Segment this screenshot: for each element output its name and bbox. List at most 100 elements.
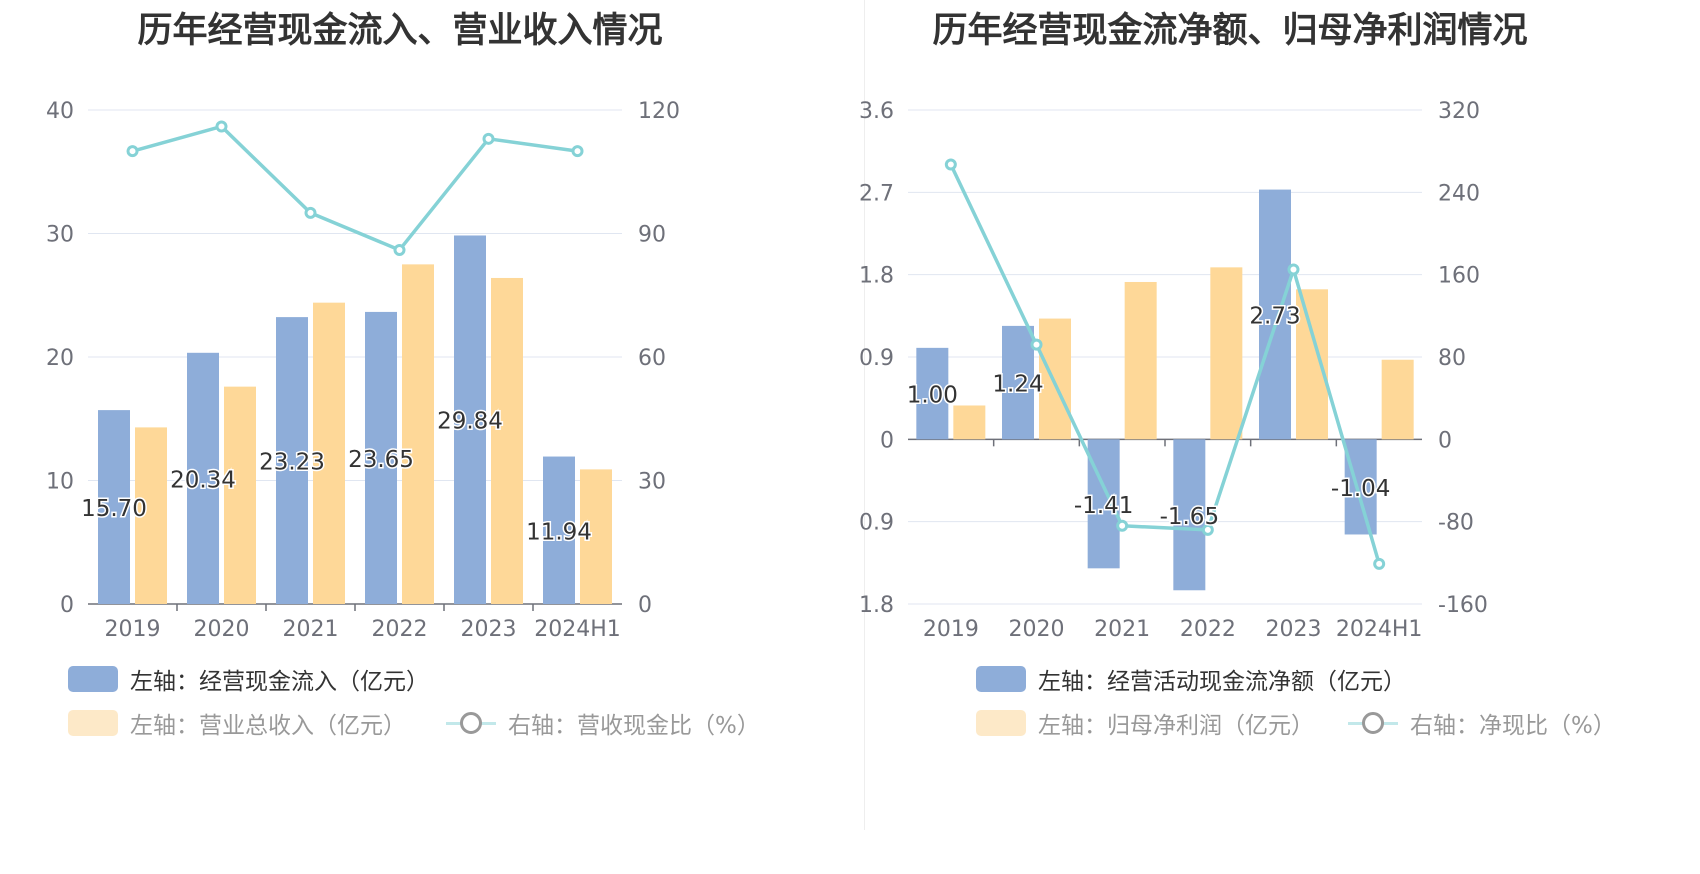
bar-data-label: 20.34 <box>170 467 236 493</box>
y-right-tick-label: 320 <box>1438 99 1480 124</box>
chart-panel-left: 历年经营现金流入、营业收入情况 0 10 20 30 40 0 30 60 90 120 2019 2… <box>46 11 848 762</box>
chart-right-legend: 左轴：经营活动现金流净额（亿元） 左轴：归母净利润（亿元） 右轴：净现比（%） <box>976 662 1696 762</box>
y-right-tick-label: 30 <box>638 470 666 495</box>
chart-right-canvas: -1.8 -0.9 0 0.9 1.8 2.7 3.6 -160 -80 0 80 160 240 320… <box>860 99 1488 642</box>
y-left-tick-label: 1.8 <box>860 264 894 289</box>
y-right-tick-label: 120 <box>638 99 680 124</box>
y-right-tick-label: -160 <box>1438 593 1488 618</box>
bar-series1 <box>916 347 949 440</box>
line-point <box>1201 523 1214 536</box>
bar-series2 <box>313 302 345 604</box>
line-point <box>304 206 317 219</box>
bar-series2 <box>953 405 986 440</box>
bar-series2 <box>491 277 523 604</box>
bar-series1 <box>1259 189 1291 440</box>
y-right-tick-label: 0 <box>1438 428 1452 453</box>
bar-series2 <box>1124 281 1157 440</box>
legend-label: 左轴：归母净利润（亿元） <box>1038 713 1314 739</box>
bar-data-label: -1.04 <box>1331 476 1391 502</box>
legend-swatch-bar-icon <box>68 666 118 692</box>
x-tick-label: 2019 <box>105 617 161 642</box>
line-point <box>215 120 228 133</box>
y-left-tick-label: 0 <box>880 428 894 453</box>
bar-series2 <box>135 427 167 604</box>
line-point <box>571 145 584 158</box>
legend-label: 左轴：营业总收入（亿元） <box>130 713 406 739</box>
x-tick-label: 2019 <box>923 617 979 642</box>
line-series <box>949 163 1381 565</box>
x-tick-label: 2023 <box>1266 617 1322 642</box>
legend-label: 右轴：营收现金比（%） <box>508 713 760 739</box>
x-tick-label: 2022 <box>1180 617 1236 642</box>
chart-title-left: 历年经营现金流入、营业收入情况 <box>137 11 663 51</box>
legend-item-revenue-cash-ratio[interactable]: 右轴：营收现金比（%） <box>446 706 760 740</box>
legend-item-net-cash-ratio[interactable]: 右轴：净现比（%） <box>1348 706 1616 740</box>
legend-item-total-revenue[interactable]: 左轴：营业总收入（亿元） <box>68 706 406 740</box>
y-right-tick-label: -80 <box>1438 511 1474 536</box>
x-tick-label: 2024H1 <box>534 617 621 642</box>
x-tick-label: 2020 <box>194 617 250 642</box>
y-right-tick-label: 240 <box>1438 181 1480 206</box>
bar-series2 <box>224 386 256 604</box>
bar-data-label: 1.24 <box>992 372 1043 398</box>
bar-data-label: 2.73 <box>1249 303 1300 329</box>
chart-title-right: 历年经营现金流净额、归母净利润情况 <box>932 11 1528 51</box>
legend-item-operating-cash-inflow[interactable]: 左轴：经营现金流入（亿元） <box>68 662 429 696</box>
x-tick-label: 2023 <box>461 617 517 642</box>
chart-left-canvas: 0 10 20 30 40 0 30 60 90 120 2019 2020 2021 2022 2023 2… <box>46 99 680 642</box>
bar-series2 <box>1210 267 1243 440</box>
chart-panel-right: 历年经营现金流净额、归母净利润情况 -1.8 -0.9 0 0.9 1.8 2.7 3.6 -… <box>860 0 1700 874</box>
y-left-tick-label: -0.9 <box>860 511 894 536</box>
y-left-tick-label: 20 <box>46 346 74 371</box>
legend-line-circle-icon <box>1348 710 1398 736</box>
legend-item-net-profit[interactable]: 左轴：归母净利润（亿元） <box>976 706 1314 740</box>
legend-line-circle-icon <box>446 710 496 736</box>
line-point <box>944 158 957 171</box>
chart-left-legend: 左轴：经营现金流入（亿元） 左轴：营业总收入（亿元） 右轴：营收现金比（%） <box>68 662 848 762</box>
bar-data-label: 15.70 <box>81 496 147 522</box>
x-tick-label: 2022 <box>372 617 428 642</box>
bar-series2 <box>1296 289 1328 440</box>
y-right-tick-label: 0 <box>638 593 652 618</box>
bar-series1 <box>276 317 308 604</box>
bar-data-label: 23.65 <box>348 447 414 473</box>
x-tick-label: 2024H1 <box>1336 617 1423 642</box>
legend-label: 左轴：经营现金流入（亿元） <box>130 669 429 695</box>
line-point <box>126 145 139 158</box>
line-point <box>1030 338 1043 351</box>
line-point <box>1373 557 1386 570</box>
y-right-tick-label: 60 <box>638 346 666 371</box>
line-point <box>1287 263 1300 276</box>
bar-series2 <box>580 469 612 604</box>
bar-series1 <box>454 235 486 604</box>
bar-data-label: 1.00 <box>907 383 958 409</box>
bar-series2 <box>1381 359 1414 440</box>
y-left-tick-label: 3.6 <box>860 99 894 124</box>
bar-data-label: 11.94 <box>526 519 592 545</box>
bar-data-label: 29.84 <box>437 409 503 435</box>
legend-item-operating-cash-net[interactable]: 左轴：经营活动现金流净额（亿元） <box>976 662 1406 696</box>
y-left-tick-label: 10 <box>46 470 74 495</box>
legend-swatch-bar-icon <box>976 666 1026 692</box>
bar-series2 <box>1039 318 1071 440</box>
panel-divider <box>864 0 865 830</box>
x-tick-label: 2020 <box>1009 617 1065 642</box>
y-left-tick-label: 2.7 <box>860 181 894 206</box>
y-right-tick-label: 90 <box>638 223 666 248</box>
line-series <box>132 124 578 252</box>
y-left-tick-label: -1.8 <box>860 593 894 618</box>
legend-swatch-bar-icon <box>68 710 118 736</box>
legend-label: 右轴：净现比（%） <box>1410 713 1616 739</box>
line-point <box>482 132 495 145</box>
bar-data-label: -1.65 <box>1160 504 1220 530</box>
bar-series1 <box>1002 325 1034 440</box>
x-tick-label: 2021 <box>283 617 339 642</box>
bar-series1 <box>365 311 397 604</box>
line-point <box>1116 519 1129 532</box>
bar-data-label: 23.23 <box>259 450 325 476</box>
bar-series2 <box>402 264 434 604</box>
y-right-tick-label: 160 <box>1438 264 1480 289</box>
bar-series1 <box>1344 439 1377 535</box>
legend-swatch-bar-icon <box>976 710 1026 736</box>
y-left-tick-label: 0.9 <box>860 346 894 371</box>
